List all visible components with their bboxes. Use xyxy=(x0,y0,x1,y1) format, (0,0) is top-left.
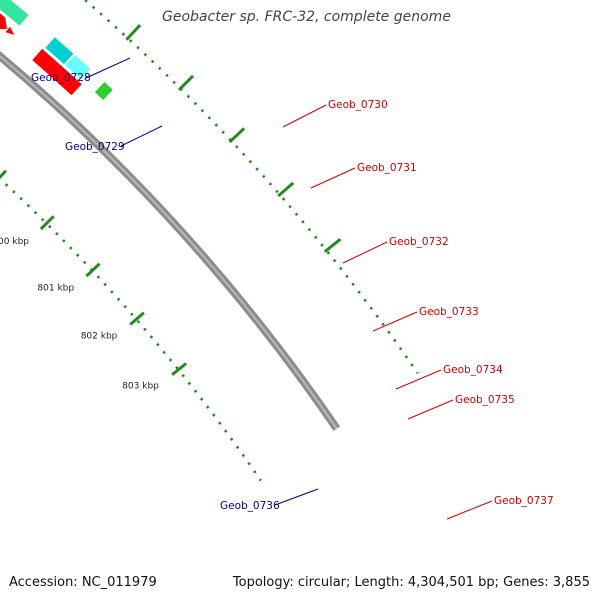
genome-backbone xyxy=(0,51,341,431)
outer-ruler-tick xyxy=(277,181,295,198)
ruler-tick-label: 802 kbp xyxy=(81,332,118,342)
gene-label-leader xyxy=(395,369,442,390)
gene-label-leader xyxy=(282,104,327,128)
gene-geob-0734 xyxy=(0,13,7,30)
label-layer: Geob_0728 Geob_0729 Geob_0730 Geob_0731 Geob… xyxy=(31,57,554,520)
outer-ruler-tick xyxy=(125,24,142,41)
ruler-tick-label: 803 kbp xyxy=(122,381,159,391)
gene-label[interactable]: Geob_0737 xyxy=(494,495,554,507)
gene-label-leader xyxy=(372,311,418,332)
gene-label[interactable]: Geob_0733 xyxy=(419,306,479,318)
gene-label[interactable]: Geob_0728 xyxy=(31,72,91,84)
gene-label[interactable]: Geob_0729 xyxy=(65,141,125,153)
segment-cyan xyxy=(45,37,74,65)
inner-ruler-tick xyxy=(171,362,188,376)
gene-geob-0737 xyxy=(32,48,82,96)
outer-ruler-tick xyxy=(228,127,246,144)
gene-label-leader xyxy=(120,125,163,147)
outer-ruler-tick xyxy=(177,74,195,92)
ruler-tick-label: 801 kbp xyxy=(37,284,74,294)
track-layer xyxy=(0,0,341,431)
segment-spring-green xyxy=(0,0,29,26)
gene-label-leader xyxy=(446,500,493,520)
ruler-tick-label: 800 kbp xyxy=(0,237,29,247)
segment-cyan-light xyxy=(65,54,91,80)
gene-label[interactable]: Geob_0735 xyxy=(455,394,515,406)
segment-green xyxy=(94,82,113,101)
map-title: Geobacter sp. FRC-32, complete genome xyxy=(160,9,453,25)
gene-label-leader xyxy=(85,57,131,79)
inner-ruler-tick xyxy=(0,169,7,180)
accession-text: Accession: NC_011979 xyxy=(9,575,157,590)
gene-label-leader xyxy=(407,399,454,420)
outer-ruler xyxy=(82,0,419,375)
topology-text: Topology: circular; Length: 4,304,501 bp… xyxy=(232,575,590,590)
gene-label[interactable]: Geob_0731 xyxy=(357,162,417,174)
inner-ruler-tick xyxy=(39,215,55,231)
outer-ruler-tick xyxy=(323,238,342,253)
gene-label[interactable]: Geob_0734 xyxy=(443,364,503,376)
gene-label[interactable]: Geob_0736 xyxy=(220,500,280,512)
gene-label-leader xyxy=(274,488,319,506)
gene-geob-0735 xyxy=(5,26,15,35)
gene-label[interactable]: Geob_0730 xyxy=(328,99,388,111)
gene-label-leader xyxy=(310,167,356,189)
inner-ruler-tick xyxy=(85,262,101,278)
gene-label[interactable]: Geob_0732 xyxy=(389,236,449,248)
inner-ruler-tick xyxy=(129,311,145,326)
gene-label-leader xyxy=(342,241,388,264)
ruler-layer: 794 kbp795 kbp796 kbp797 kbp798 kbp799 k… xyxy=(0,0,419,482)
